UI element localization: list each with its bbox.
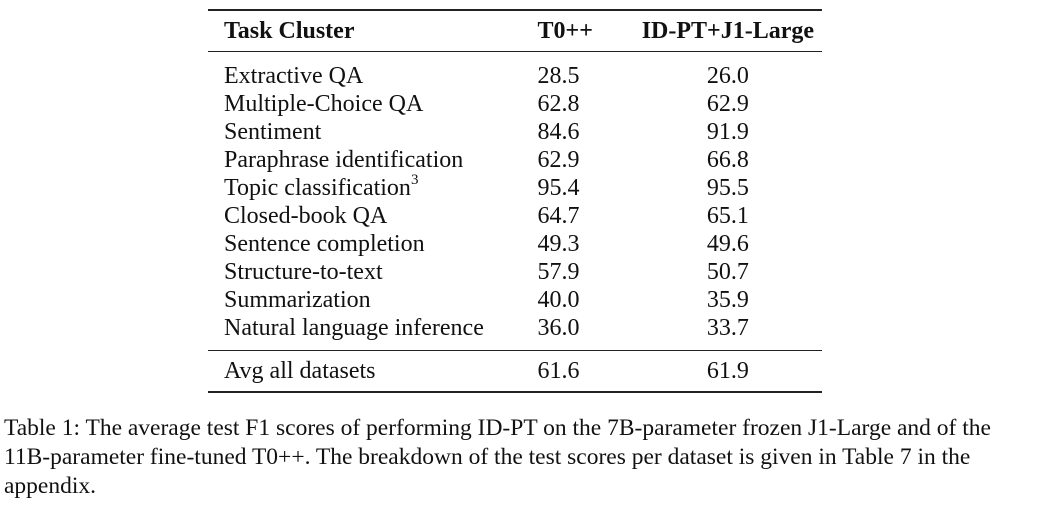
t0-cell: 62.9: [537, 147, 580, 173]
header-t0: T0++: [537, 18, 593, 44]
t0-cell: 64.7: [537, 203, 580, 229]
results-table-container: Task Cluster T0++ ID-PT+J1-Large Extract…: [208, 9, 822, 393]
table-row: Extractive QA 28.5 26.0: [208, 52, 822, 91]
t0-cell: 84.6: [537, 119, 580, 145]
task-cell: Natural language inference: [224, 315, 484, 341]
table-row: Sentiment 84.6 91.9: [208, 118, 822, 146]
table-row: Natural language inference 36.0 33.7: [208, 314, 822, 351]
task-cell: Paraphrase identification: [224, 147, 464, 173]
task-cell: Topic classification3: [208, 172, 538, 202]
results-table: Task Cluster T0++ ID-PT+J1-Large Extract…: [208, 9, 822, 393]
idpt-cell: 91.9: [706, 119, 749, 145]
task-cell: Sentence completion: [224, 231, 425, 257]
header-row: Task Cluster T0++ ID-PT+J1-Large: [208, 10, 822, 52]
idpt-cell: 49.6: [706, 231, 749, 257]
t0-cell: 40.0: [537, 287, 580, 313]
table-row: Summarization 40.0 35.9: [208, 286, 822, 314]
table-footer: Avg all datasets 61.6 61.9: [208, 350, 822, 392]
idpt-cell: 66.8: [706, 147, 749, 173]
header-task-cluster: Task Cluster: [224, 18, 355, 44]
t0-cell: 95.4: [537, 175, 580, 201]
avg-task-cell: Avg all datasets: [224, 358, 376, 384]
avg-t0-cell: 61.6: [537, 358, 580, 384]
idpt-cell: 26.0: [706, 63, 749, 89]
table-row: Sentence completion 49.3 49.6: [208, 230, 822, 258]
average-row: Avg all datasets 61.6 61.9: [208, 350, 822, 392]
idpt-cell: 33.7: [706, 315, 749, 341]
task-cell: Sentiment: [224, 119, 322, 145]
idpt-cell: 62.9: [706, 91, 749, 117]
table-row: Closed-book QA 64.7 65.1: [208, 202, 822, 230]
task-cell: Multiple-Choice QA: [224, 91, 424, 117]
table-row: Structure-to-text 57.9 50.7: [208, 258, 822, 286]
table-row: Paraphrase identification 62.9 66.8: [208, 146, 822, 174]
table-row: Topic classification3 95.4 95.5: [208, 172, 822, 202]
task-cell: Structure-to-text: [224, 259, 383, 285]
idpt-cell: 65.1: [706, 203, 749, 229]
idpt-cell: 50.7: [706, 259, 749, 285]
table-header: Task Cluster T0++ ID-PT+J1-Large: [208, 10, 822, 52]
t0-cell: 62.8: [537, 91, 580, 117]
table-body: Extractive QA 28.5 26.0 Multiple-Choice …: [208, 52, 822, 351]
task-cell: Summarization: [224, 287, 371, 313]
t0-cell: 57.9: [537, 259, 580, 285]
t0-cell: 36.0: [537, 315, 580, 341]
task-label: Topic classification: [224, 175, 411, 201]
table-row: Multiple-Choice QA 62.8 62.9: [208, 90, 822, 118]
t0-cell: 28.5: [537, 63, 580, 89]
footnote-marker: 3: [410, 172, 419, 188]
task-cell: Closed-book QA: [224, 203, 388, 229]
t0-cell: 49.3: [537, 231, 580, 257]
idpt-cell: 95.5: [706, 175, 749, 201]
task-cell: Extractive QA: [224, 63, 364, 89]
idpt-cell: 35.9: [706, 287, 749, 313]
avg-idpt-cell: 61.9: [706, 358, 749, 384]
header-idpt: ID-PT+J1-Large: [641, 18, 814, 44]
table-caption: Table 1: The average test F1 scores of p…: [4, 415, 991, 499]
